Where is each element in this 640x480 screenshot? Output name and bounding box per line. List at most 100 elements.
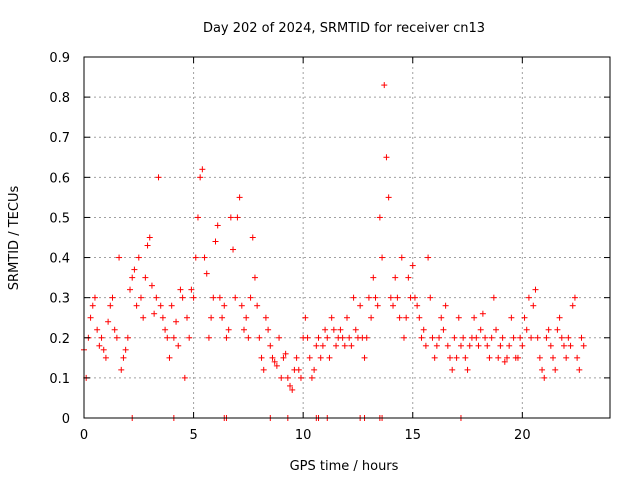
data-point — [490, 294, 497, 301]
data-point — [232, 294, 239, 301]
data-point — [306, 354, 313, 361]
data-point — [398, 254, 405, 261]
data-point — [392, 274, 399, 281]
data-point — [302, 314, 309, 321]
data-point — [348, 342, 355, 349]
data-point — [116, 254, 123, 261]
data-point — [521, 314, 528, 321]
data-point — [385, 194, 392, 201]
data-point — [383, 154, 390, 161]
data-point — [337, 326, 344, 333]
data-point — [216, 294, 223, 301]
data-point — [442, 302, 449, 309]
data-point — [357, 302, 364, 309]
data-point — [381, 82, 388, 89]
data-point — [361, 354, 368, 361]
data-point — [567, 342, 574, 349]
data-point — [523, 326, 530, 333]
grid-lines — [84, 57, 610, 418]
data-point — [368, 314, 375, 321]
data-point — [457, 342, 464, 349]
data-point — [379, 254, 386, 261]
data-point — [319, 342, 326, 349]
data-point — [173, 318, 180, 325]
data-point — [429, 334, 436, 341]
data-point — [295, 366, 302, 373]
data-point — [499, 334, 506, 341]
x-tick-label: 20 — [514, 428, 531, 443]
data-point — [484, 342, 491, 349]
data-point — [131, 266, 138, 273]
data-point — [422, 342, 429, 349]
y-tick-label: 0.6 — [49, 171, 70, 186]
data-point — [192, 254, 199, 261]
data-point — [418, 334, 425, 341]
data-point — [440, 326, 447, 333]
data-point — [471, 314, 478, 321]
data-point — [245, 334, 252, 341]
y-tick-label: 0.9 — [49, 51, 70, 66]
data-point — [102, 354, 109, 361]
data-point — [96, 342, 103, 349]
data-point — [352, 326, 359, 333]
data-point — [203, 270, 210, 277]
data-point — [127, 286, 134, 293]
data-point — [256, 334, 263, 341]
y-tick-label: 0.3 — [49, 292, 70, 307]
data-point — [390, 302, 397, 309]
plot-frame — [83, 56, 611, 419]
data-point — [100, 346, 107, 353]
data-point — [532, 286, 539, 293]
data-point — [578, 334, 585, 341]
data-point — [276, 334, 283, 341]
data-point — [344, 314, 350, 321]
data-point — [571, 294, 578, 301]
data-point — [330, 326, 337, 333]
data-point — [199, 166, 206, 173]
data-point — [525, 294, 532, 301]
y-tick-label: 0.5 — [49, 211, 70, 226]
data-point — [438, 314, 445, 321]
data-point — [479, 310, 486, 317]
data-point — [449, 366, 456, 373]
data-points — [81, 82, 587, 421]
data-point — [387, 294, 394, 301]
data-point — [569, 302, 576, 309]
data-point — [157, 302, 164, 309]
data-point — [493, 326, 500, 333]
data-point — [517, 334, 524, 341]
data-point — [124, 334, 131, 341]
data-point — [433, 342, 440, 349]
data-point — [135, 254, 142, 261]
data-point — [416, 314, 423, 321]
data-point — [414, 302, 421, 309]
data-point — [94, 326, 101, 333]
data-point — [488, 334, 495, 341]
data-point — [565, 334, 572, 341]
data-point — [271, 358, 278, 365]
data-point — [431, 354, 438, 361]
data-point — [311, 366, 318, 373]
x-tick-label: 15 — [404, 428, 421, 443]
data-point — [234, 214, 241, 221]
x-axis-label: GPS time / hours — [290, 459, 399, 474]
data-point — [580, 342, 587, 349]
data-point — [269, 354, 276, 361]
data-point — [420, 326, 427, 333]
data-point — [166, 354, 173, 361]
data-point — [308, 374, 315, 381]
data-point — [394, 294, 401, 301]
data-point — [137, 294, 144, 301]
data-point — [221, 302, 228, 309]
data-point — [205, 334, 212, 341]
data-point — [120, 354, 127, 361]
data-point — [425, 254, 432, 261]
data-point — [363, 334, 370, 341]
data-point — [122, 346, 129, 353]
data-point — [530, 302, 537, 309]
data-point — [554, 326, 561, 333]
data-point — [208, 314, 215, 321]
data-point — [249, 234, 256, 241]
data-point — [210, 294, 217, 301]
